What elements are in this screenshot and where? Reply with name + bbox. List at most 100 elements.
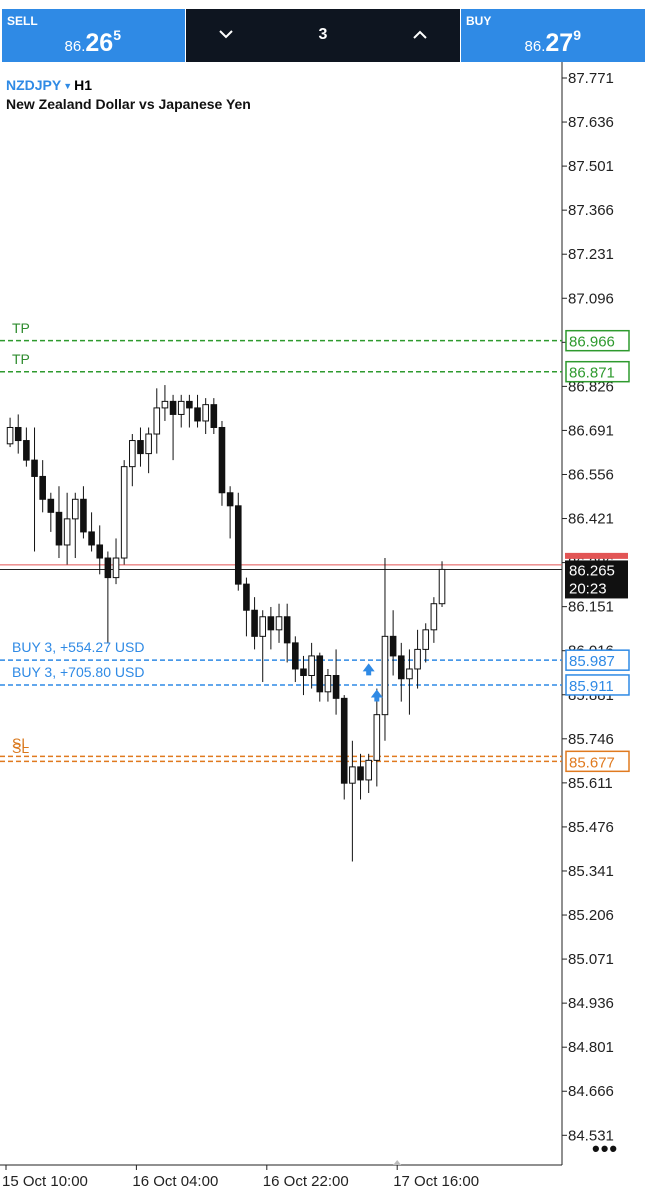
candle-body: [226, 492, 234, 507]
sl-level-label[interactable]: SL: [12, 740, 30, 757]
candle-body: [218, 426, 226, 494]
candle-body: [96, 544, 104, 559]
candle-body: [389, 635, 397, 657]
sl-price-box: [565, 750, 630, 773]
price-tick-label: 84.936: [568, 995, 614, 1012]
symbol-description: New Zealand Dollar vs Japanese Yen: [6, 96, 251, 112]
candle-body: [112, 557, 120, 579]
price-chart[interactable]: 87.771 87.636 87.501 87.366 87.231 87.096 86.9…: [0, 62, 645, 1200]
candle-body: [63, 518, 71, 546]
tp-level-label[interactable]: TP: [12, 350, 30, 367]
candle-body: [349, 766, 356, 784]
candle-body: [340, 697, 348, 784]
buy-entry-arrow-icon: [370, 689, 383, 702]
volume-value[interactable]: 3: [318, 26, 328, 43]
sl-price-label: 85.677: [569, 754, 615, 771]
price-tick-label: 85.206: [568, 907, 614, 924]
candle-body: [186, 400, 193, 409]
chevron-down-icon: [219, 30, 233, 39]
candle-body: [438, 568, 446, 605]
price-tick-label: 87.636: [568, 114, 614, 131]
buy-price-label: 85.987: [569, 653, 615, 670]
candle-body: [55, 511, 63, 546]
chevron-up-icon: [413, 30, 427, 39]
candle-body: [292, 642, 299, 670]
candle-body: [6, 426, 14, 445]
price-tick-label: 85.476: [568, 819, 614, 836]
candle-body: [177, 400, 185, 415]
candle-body: [316, 655, 324, 693]
time-tick-label: 15 Oct 10:00: [2, 1173, 88, 1190]
current-price-box: [565, 560, 628, 599]
buy-level-label[interactable]: BUY 3, +705.80 USD: [12, 663, 145, 680]
dropdown-triangle-icon[interactable]: ▼: [63, 81, 73, 91]
sl-level-label[interactable]: SL: [12, 735, 30, 752]
price-tick-label: 85.071: [568, 951, 614, 968]
candle-body: [357, 766, 364, 781]
candle-body: [414, 648, 421, 670]
candle-body: [23, 440, 30, 461]
buy-button[interactable]: BUY 86.279: [461, 9, 645, 62]
tp-level-label[interactable]: TP: [12, 319, 30, 336]
price-tick-label: 87.231: [568, 246, 614, 263]
volume-increase-button[interactable]: [390, 9, 450, 62]
candlestick-chart[interactable]: 87.771 87.636 87.501 87.366 87.231 87.096 86.9…: [0, 62, 645, 1200]
volume-stepper: 3: [186, 9, 460, 62]
price-tick-label: 85.341: [568, 863, 614, 880]
price-tick-label: 86.826: [568, 378, 614, 395]
price-tick-label: 87.501: [568, 158, 614, 175]
candle-body: [210, 404, 218, 428]
time-tick-label: 17 Oct 16:00: [393, 1173, 479, 1190]
buy-price-box: [565, 649, 630, 671]
ask-price-box: [565, 552, 628, 559]
candle-body: [47, 498, 55, 513]
sell-label: SELL: [7, 14, 38, 28]
time-tick-label: 16 Oct 04:00: [132, 1173, 218, 1190]
symbol-name[interactable]: NZDJPY: [6, 77, 62, 93]
candle-body: [406, 668, 413, 680]
buy-entry-arrow-icon: [362, 663, 375, 676]
candle-body: [381, 635, 389, 716]
price-tick-label: 85.611: [568, 775, 613, 792]
timeframe[interactable]: H1: [74, 77, 93, 93]
price-tick-label: 87.366: [568, 202, 614, 219]
candle-body: [88, 531, 95, 546]
tp-price-box: [565, 360, 630, 383]
candle-body: [300, 668, 307, 677]
price-tick-label: 86.691: [568, 422, 614, 439]
sell-price: 86.265: [64, 27, 121, 57]
candle-body: [324, 675, 332, 693]
candle-body: [397, 655, 405, 680]
buy-price-label: 85.911: [569, 678, 614, 695]
candle-body: [251, 609, 258, 637]
candle-body: [234, 505, 242, 585]
buy-label: BUY: [466, 14, 492, 28]
candle-body: [332, 675, 340, 699]
price-tick-label: 84.801: [568, 1039, 614, 1056]
more-options-icon[interactable]: •••: [592, 1136, 619, 1161]
trade-bar: SELL 86.265 3 BUY 86.279: [0, 0, 645, 62]
candle-body: [39, 475, 46, 500]
candle-body: [129, 440, 136, 468]
candle-body: [267, 616, 275, 631]
price-tick-label: 86.421: [568, 511, 614, 528]
volume-decrease-button[interactable]: [196, 9, 256, 62]
candle-body: [194, 407, 201, 422]
candle-body: [14, 426, 22, 442]
price-tick-label: 87.096: [568, 290, 614, 307]
candle-body: [31, 459, 38, 477]
time-scroll-marker-icon: [393, 1160, 402, 1165]
chart-symbol-header[interactable]: NZDJPY ▼ H1: [6, 77, 92, 93]
tp-price-label: 86.871: [569, 365, 615, 382]
buy-price: 86.279: [524, 27, 581, 57]
buy-price-box: [565, 674, 630, 696]
candle-body: [308, 655, 315, 677]
sell-button[interactable]: SELL 86.265: [2, 9, 185, 62]
price-tick-label: 86.556: [568, 466, 614, 483]
candle-body: [283, 616, 291, 644]
candle-body: [71, 498, 79, 520]
candle-body: [422, 629, 430, 650]
buy-level-label[interactable]: BUY 3, +554.27 USD: [12, 639, 145, 656]
candle-body: [104, 557, 112, 579]
candle-body: [161, 400, 169, 409]
